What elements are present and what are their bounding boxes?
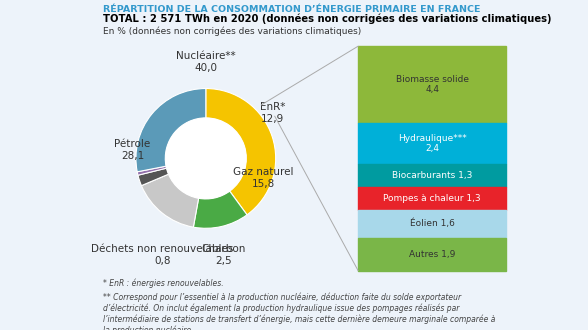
- Bar: [358, 238, 506, 271]
- Text: Pompes à chaleur 1,3: Pompes à chaleur 1,3: [383, 194, 481, 203]
- Wedge shape: [142, 174, 199, 227]
- Text: Charbon
2,5: Charbon 2,5: [201, 244, 245, 266]
- Text: En % (données non corrigées des variations climatiques): En % (données non corrigées des variatio…: [103, 26, 361, 36]
- Text: Biomasse solide
4,4: Biomasse solide 4,4: [396, 75, 469, 94]
- Wedge shape: [193, 191, 247, 228]
- Bar: [358, 210, 506, 238]
- Text: Biocarburants 1,3: Biocarburants 1,3: [392, 171, 472, 180]
- Text: Nucléaire**
40,0: Nucléaire** 40,0: [176, 51, 236, 73]
- Text: Pétrole
28,1: Pétrole 28,1: [114, 139, 151, 161]
- Wedge shape: [136, 88, 206, 172]
- Bar: [358, 164, 506, 187]
- Bar: [358, 123, 506, 164]
- Bar: [358, 187, 506, 210]
- Text: Hydraulique***
2,4: Hydraulique*** 2,4: [398, 134, 466, 153]
- Bar: [358, 46, 506, 123]
- Text: Déchets non renouvelables
0,8: Déchets non renouvelables 0,8: [91, 244, 233, 266]
- Text: Gaz naturel
15,8: Gaz naturel 15,8: [233, 167, 293, 189]
- Wedge shape: [138, 168, 169, 185]
- Circle shape: [165, 118, 246, 199]
- Text: RÉPARTITION DE LA CONSOMMATION D’ÉNERGIE PRIMAIRE EN FRANCE: RÉPARTITION DE LA CONSOMMATION D’ÉNERGIE…: [103, 5, 480, 14]
- Text: TOTAL : 2 571 TWh en 2020 (données non corrigées des variations climatiques): TOTAL : 2 571 TWh en 2020 (données non c…: [103, 14, 552, 24]
- Text: Autres 1,9: Autres 1,9: [409, 249, 455, 259]
- Text: ** Correspond pour l’essentiel à la production nucléaire, déduction faite du sol: ** Correspond pour l’essentiel à la prod…: [103, 292, 495, 330]
- Wedge shape: [137, 166, 166, 175]
- Text: * EnR : énergies renouvelables.: * EnR : énergies renouvelables.: [103, 279, 223, 288]
- Text: Éolien 1,6: Éolien 1,6: [410, 219, 455, 228]
- Text: EnR*
12,9: EnR* 12,9: [259, 102, 285, 124]
- Wedge shape: [206, 88, 276, 215]
